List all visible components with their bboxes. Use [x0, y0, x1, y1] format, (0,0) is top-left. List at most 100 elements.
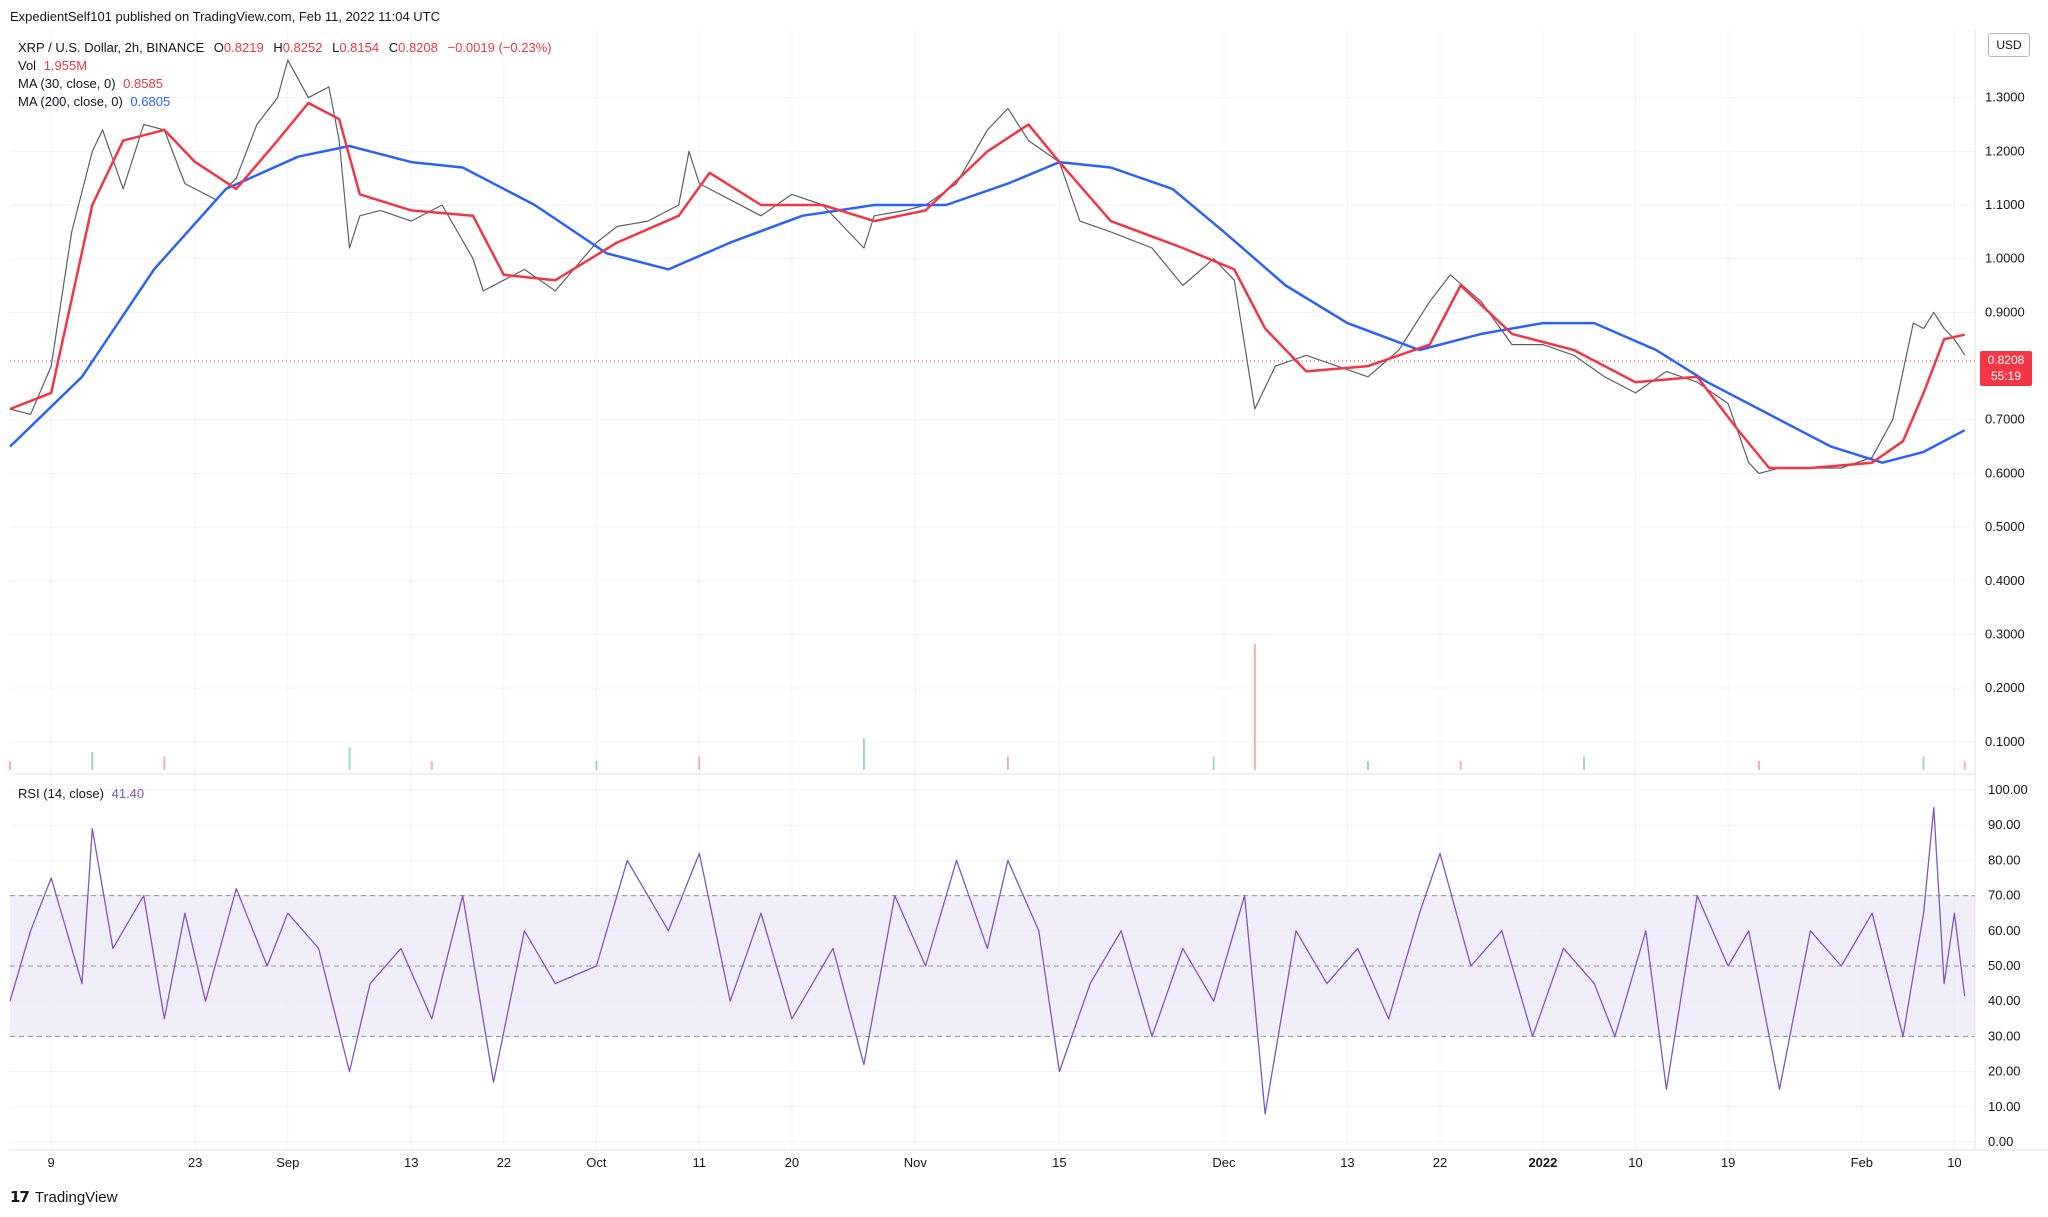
rsi-tick-label: 90.00 — [1988, 817, 2021, 832]
legend-symbol: XRP / U.S. Dollar, 2h, BINANCE — [18, 40, 205, 55]
rsi-axis: 100.00 90.00 80.00 70.00 60.00 50.00 40.00 30.0… — [1988, 782, 2028, 1149]
legend-change: −0.0019 (−0.23%) — [447, 40, 552, 55]
rsi-tick-label: 70.00 — [1988, 888, 2021, 903]
currency-badge[interactable]: USD — [1988, 33, 2030, 57]
volume-bar — [1922, 756, 1925, 770]
legend-low: 0.8154 — [339, 40, 380, 55]
time-tick-label: 19 — [1721, 1155, 1735, 1170]
legend-rsi-label: RSI (14, close) — [18, 786, 104, 801]
legend-ma30-row: MA (30, close, 0) 0.8585 — [18, 76, 163, 91]
time-tick-label: 13 — [1340, 1155, 1354, 1170]
time-tick-label: 22 — [497, 1155, 511, 1170]
series-lines — [9, 59, 1966, 1115]
volume-bar — [430, 761, 433, 770]
time-tick-label: 23 — [188, 1155, 202, 1170]
volume-bar — [698, 756, 701, 770]
volume-bar — [348, 747, 351, 770]
legend-vol-label: Vol — [18, 58, 37, 73]
volume-bar — [1757, 761, 1760, 770]
volume-bar — [163, 756, 166, 770]
time-tick-label: 2022 — [1528, 1155, 1557, 1170]
tradingview-logo-icon: 17 — [10, 1188, 30, 1206]
legend-open: 0.8219 — [223, 40, 264, 55]
price-tick-label: 1.3000 — [1985, 90, 2025, 105]
legend-close: 0.8208 — [398, 40, 438, 55]
rsi-tick-label: 80.00 — [1988, 852, 2021, 867]
legend-open-label: O — [213, 40, 224, 55]
rsi-tick-label: 20.00 — [1988, 1064, 2021, 1079]
time-tick-label: 20 — [785, 1155, 799, 1170]
price-axis: 1.30001.20001.10001.00000.90000.80000.70… — [1985, 90, 2025, 749]
bar-countdown: 55:19 — [1990, 369, 2022, 383]
legend-ma200-label: MA (200, close, 0) — [18, 94, 123, 109]
legend-ma200-row: MA (200, close, 0) 0.6805 — [18, 94, 170, 109]
price-tick-label: 0.2000 — [1985, 680, 2025, 695]
rsi-tick-label: 50.00 — [1988, 958, 2021, 973]
rsi-tick-label: 10.00 — [1988, 1099, 2021, 1114]
volume-bar — [1963, 761, 1966, 770]
price-tick-label: 0.1000 — [1985, 734, 2025, 749]
rsi-tick-label: 100.00 — [1988, 782, 2028, 797]
legend-close-label: C — [388, 40, 399, 55]
legend-ma200: 0.6805 — [130, 94, 171, 109]
price-tick-label: 0.3000 — [1985, 626, 2025, 641]
tradingview-footer[interactable]: 17 TradingView — [10, 1188, 117, 1206]
last-price-tag: 0.8208 55:19 — [1980, 351, 2032, 386]
legend-ma30: 0.8585 — [123, 76, 163, 91]
price-tick-label: 0.9000 — [1985, 304, 2025, 319]
price-tick-label: 1.1000 — [1985, 197, 2025, 212]
volume-bar — [1459, 761, 1462, 770]
legend-rsi-row: RSI (14, close) 41.40 — [18, 786, 144, 801]
volume-bar — [1006, 756, 1009, 770]
legend-vol: 1.955M — [43, 58, 88, 73]
time-tick-label: 13 — [404, 1155, 418, 1170]
time-tick-label: Sep — [276, 1155, 299, 1170]
volume-bars — [9, 644, 1966, 770]
time-tick-label: 10 — [1628, 1155, 1642, 1170]
volume-bar — [862, 738, 865, 770]
price-line — [9, 59, 1966, 474]
time-tick-label: 9 — [48, 1155, 55, 1170]
legend-high: 0.8252 — [282, 40, 323, 55]
legend-low-label: L — [332, 40, 340, 55]
volume-bar — [1583, 756, 1586, 770]
legend-symbol-row: XRP / U.S. Dollar, 2h, BINANCE O0.8219 H… — [18, 40, 552, 55]
time-tick-label: 15 — [1052, 1155, 1066, 1170]
price-tick-label: 0.4000 — [1985, 573, 2025, 588]
legend-high-label: H — [273, 40, 283, 55]
tradingview-brand: TradingView — [34, 1188, 118, 1206]
time-tick-label: Oct — [586, 1155, 607, 1170]
price-tick-label: 0.7000 — [1985, 412, 2025, 427]
volume-bar — [595, 761, 598, 770]
time-tick-label: Nov — [904, 1155, 928, 1170]
rsi-tick-label: 30.00 — [1988, 1028, 2021, 1043]
rsi-tick-label: 40.00 — [1988, 993, 2021, 1008]
time-tick-label: 11 — [693, 1155, 707, 1170]
legend-vol-row: Vol 1.955M — [18, 58, 87, 73]
ma30-line — [9, 101, 1965, 470]
time-tick-label: 10 — [1947, 1155, 1961, 1170]
legend-rsi: 41.40 — [111, 786, 145, 801]
volume-bar — [1253, 644, 1256, 770]
publish-header: ExpedientSelf101 published on TradingVie… — [10, 9, 441, 24]
last-price-value: 0.8208 — [1987, 353, 2025, 367]
legend-ma30-label: MA (30, close, 0) — [18, 76, 116, 91]
time-tick-label: 22 — [1433, 1155, 1447, 1170]
ma200-line — [9, 144, 1966, 464]
rsi-tick-label: 60.00 — [1988, 923, 2021, 938]
rsi-band — [10, 895, 1975, 1037]
time-tick-label: Feb — [1851, 1155, 1873, 1170]
rsi-tick-label: 0.00 — [1988, 1134, 2013, 1149]
time-axis: 9 23 Sep 13 22 Oct 11 20 Nov 15 Dec 13 22 2022 10 19 Feb… — [48, 1155, 1962, 1170]
volume-bar — [1367, 761, 1370, 770]
price-tick-label: 0.5000 — [1985, 519, 2025, 534]
price-tick-label: 1.0000 — [1985, 251, 2025, 266]
volume-bar — [91, 752, 94, 770]
volume-bar — [1212, 756, 1215, 770]
price-tick-label: 0.6000 — [1985, 465, 2025, 480]
rsi-line — [9, 806, 1966, 1115]
time-tick-label: Dec — [1212, 1155, 1236, 1170]
price-tick-label: 1.2000 — [1985, 143, 2025, 158]
volume-bar — [9, 761, 11, 770]
